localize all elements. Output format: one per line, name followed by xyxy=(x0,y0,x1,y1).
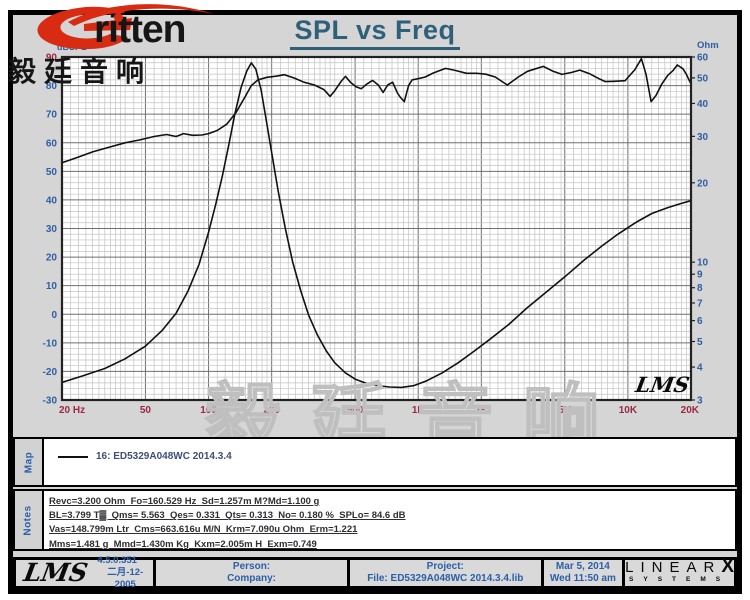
notes-panel: Notes Revc=3.200 Ohm Fo=160.529 Hz Sd=1.… xyxy=(13,489,737,551)
svg-text:20: 20 xyxy=(46,253,58,264)
logo-word: ritten xyxy=(94,8,186,51)
svg-text:20 Hz: 20 Hz xyxy=(59,405,85,416)
svg-text:10: 10 xyxy=(46,281,58,292)
svg-text:5K: 5K xyxy=(558,405,572,416)
map-tab: Map xyxy=(15,439,44,485)
spl-vs-freq-chart: 9080706050403020100-10-20-30605040302010… xyxy=(43,40,719,416)
svg-text:-30: -30 xyxy=(43,396,58,407)
svg-text:30: 30 xyxy=(46,224,58,235)
svg-text:10: 10 xyxy=(697,258,709,269)
notes-body: Revc=3.200 Ohm Fo=160.529 Hz Sd=1.257m M… xyxy=(44,491,735,550)
linearx-logo: LINEARX SYSTEMS xyxy=(625,556,735,583)
logo-swoosh-icon xyxy=(37,4,214,50)
svg-text:80: 80 xyxy=(46,81,58,92)
svg-text:9: 9 xyxy=(697,270,703,281)
footer-bar: LMS 4.5.0.351 二月-12-2005 Person: Company… xyxy=(13,555,737,590)
notes-tab: Notes xyxy=(15,491,44,549)
svg-text:100: 100 xyxy=(200,405,217,416)
lms-chart-logo: LMS xyxy=(633,372,692,397)
svg-text:90: 90 xyxy=(46,53,58,64)
svg-text:50: 50 xyxy=(46,167,58,178)
map-legend-row: 16: ED5329A048WC 2014.3.4 xyxy=(58,451,232,462)
svg-text:-10: -10 xyxy=(43,338,58,349)
svg-text:10K: 10K xyxy=(619,405,638,416)
project-label: Project: xyxy=(426,561,464,572)
software-date: 二月-12-2005 xyxy=(107,567,144,590)
svg-text:70: 70 xyxy=(46,110,58,121)
eritten-logo: ritten xyxy=(14,0,244,56)
footer-project-cell: Project: File: ED5329A048WC 2014.3.4.lib xyxy=(346,560,541,586)
footer-date-cell: Mar 5, 2014 Wed 11:50 am xyxy=(540,560,622,586)
svg-text:50: 50 xyxy=(140,405,152,416)
svg-text:60: 60 xyxy=(697,53,709,64)
notes-line: Revc=3.200 Ohm Fo=160.529 Hz Sd=1.257m M… xyxy=(49,496,320,507)
svg-text:30: 30 xyxy=(697,132,709,143)
svg-text:20K: 20K xyxy=(681,405,700,416)
svg-text:6: 6 xyxy=(697,316,703,327)
company-label: Company: xyxy=(227,573,276,584)
notes-line: BL=3.799 T▓ Qms= 5.563 Qes= 0.331 Qts= 0… xyxy=(49,510,406,522)
brand-chinese-name: 毅廷音响 xyxy=(8,56,153,87)
svg-text:40: 40 xyxy=(46,195,58,206)
logo-i-dot xyxy=(114,13,123,22)
file-name: File: ED5329A048WC 2014.3.4.lib xyxy=(367,573,524,584)
lms-footer-logo: LMS xyxy=(21,558,90,587)
map-panel: Map 16: ED5329A048WC 2014.3.4 xyxy=(13,437,737,487)
person-label: Person: xyxy=(232,561,271,572)
footer-person-cell: Person: Company: xyxy=(153,560,347,586)
legend-text: 16: ED5329A048WC 2014.3.4 xyxy=(96,451,232,462)
svg-text:5: 5 xyxy=(697,337,703,348)
notes-line: Mms=1.481 g Mmd=1.430m Kg Kxm=2.005m H E… xyxy=(49,538,317,550)
footer-version-cell: LMS 4.5.0.351 二月-12-2005 xyxy=(16,555,153,590)
svg-text:50: 50 xyxy=(697,73,709,84)
svg-text:500: 500 xyxy=(347,405,364,416)
svg-text:4: 4 xyxy=(697,363,703,374)
linearx-systems: SYSTEMS xyxy=(629,576,731,583)
report-date: Mar 5, 2014 xyxy=(555,561,610,572)
footer-brand-cell: LINEARX SYSTEMS xyxy=(622,556,735,586)
svg-text:7: 7 xyxy=(697,298,703,309)
svg-text:60: 60 xyxy=(46,138,58,149)
map-body: 16: ED5329A048WC 2014.3.4 xyxy=(44,439,735,485)
software-version: 4.5.0.351 xyxy=(97,555,137,566)
svg-text:1K: 1K xyxy=(412,405,426,416)
svg-text:3: 3 xyxy=(697,396,703,407)
svg-text:Ohm: Ohm xyxy=(697,40,719,51)
svg-text:-20: -20 xyxy=(43,367,58,378)
svg-text:200: 200 xyxy=(263,405,280,416)
chart-title: SPL vs Freq xyxy=(235,15,515,50)
legend-line-swatch xyxy=(58,455,88,458)
linearx-x: X xyxy=(721,556,735,577)
svg-text:20: 20 xyxy=(697,178,709,189)
svg-text:0: 0 xyxy=(51,310,57,321)
svg-text:8: 8 xyxy=(697,283,703,294)
report-time: Wed 11:50 am xyxy=(549,573,616,584)
svg-text:2K: 2K xyxy=(475,405,489,416)
svg-text:40: 40 xyxy=(697,99,709,110)
notes-line: Vas=148.799m Ltr Cms=663.616u M/N Krm=7.… xyxy=(49,524,358,536)
